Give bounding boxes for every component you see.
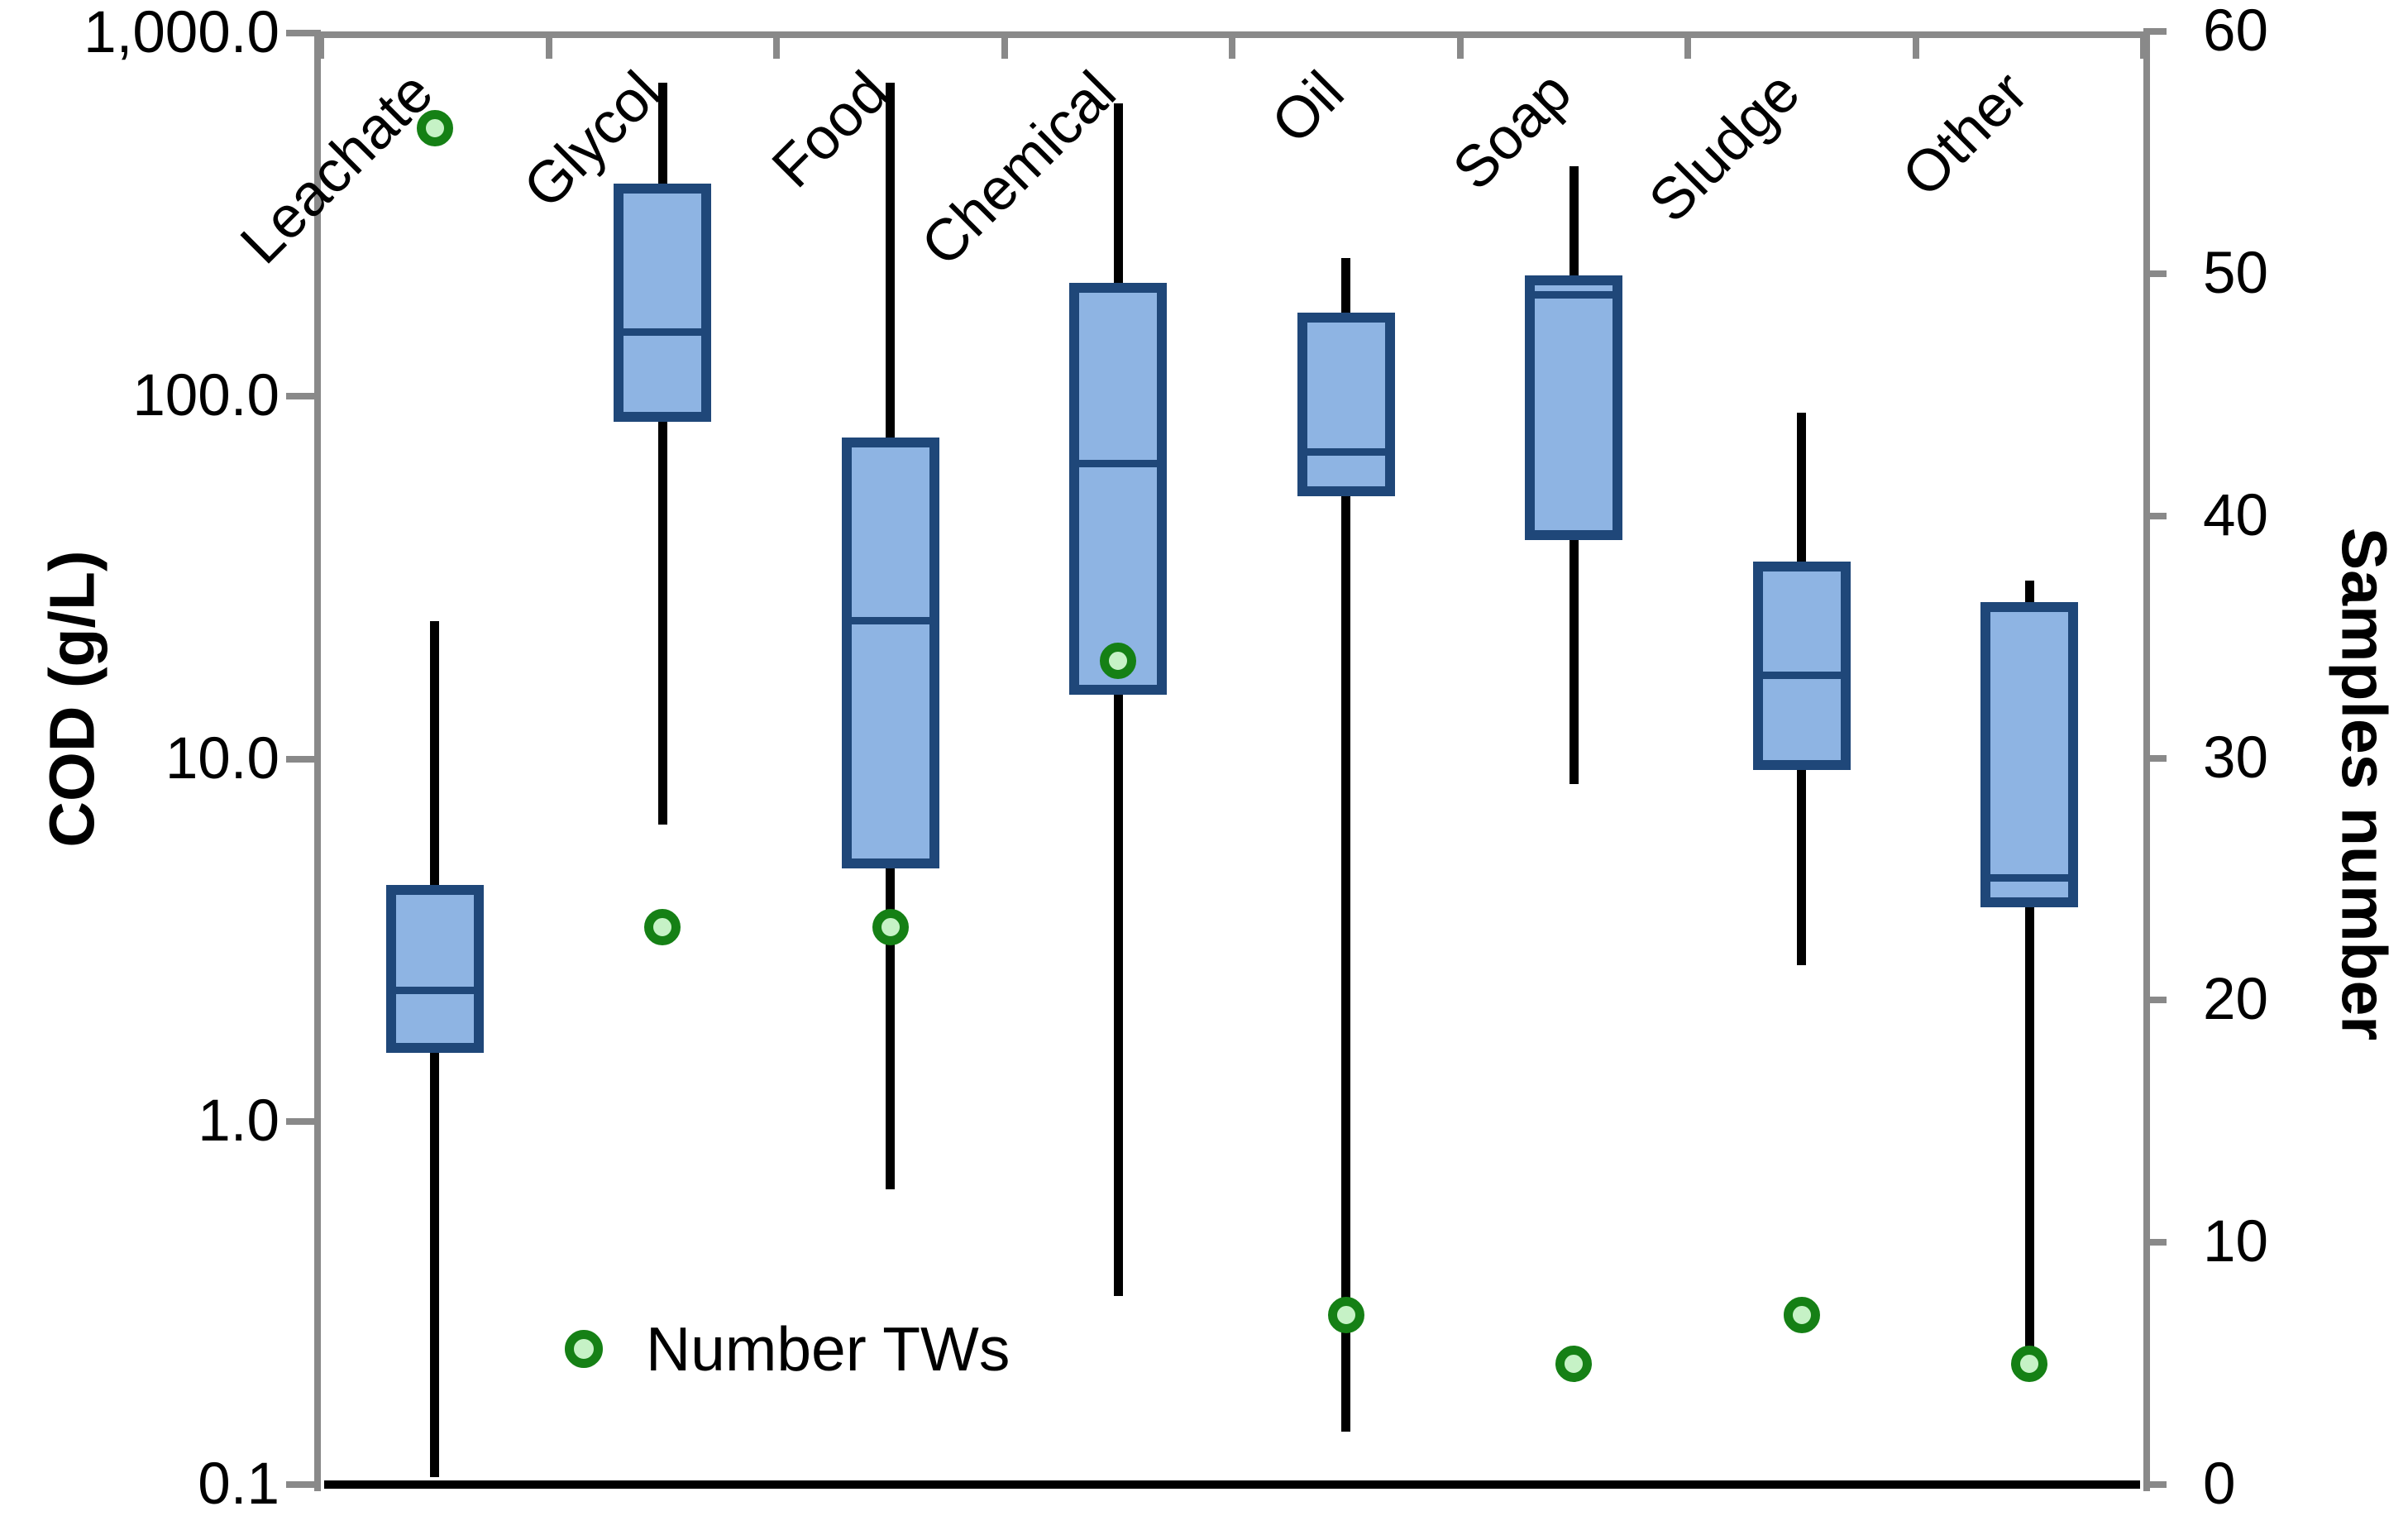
left-axis-tick <box>286 392 321 399</box>
right-axis-tick-label: 50 <box>2203 240 2268 306</box>
box-soap <box>1525 275 1623 541</box>
left-axis-tick-label: 10.0 <box>165 725 280 791</box>
top-axis-tick <box>1001 31 1008 59</box>
whisker-other <box>2024 580 2034 1361</box>
right-axis-line <box>2143 31 2150 1491</box>
top-axis-tick <box>1229 31 1235 59</box>
left-axis-title: COD (g/L) <box>36 550 108 848</box>
median-soap <box>1535 290 1613 299</box>
whisker-glycol <box>657 82 667 825</box>
left-axis-tick <box>286 755 321 763</box>
left-axis-tick-label: 1,000.0 <box>84 0 280 65</box>
top-axis-tick <box>318 31 324 59</box>
right-axis-tick-label: 10 <box>2203 1209 2268 1275</box>
top-axis-tick <box>1912 31 1919 59</box>
median-leachate <box>395 987 474 995</box>
whisker-oil <box>1341 257 1351 1432</box>
category-label-other: Other <box>1890 59 2040 210</box>
tws-marker-sludge <box>1783 1297 1820 1334</box>
bottom-axis-line <box>324 1480 2140 1489</box>
box-food <box>841 437 939 868</box>
category-label-chemical: Chemical <box>909 59 1129 279</box>
right-axis-tick <box>2143 512 2167 519</box>
top-axis-tick <box>773 31 780 59</box>
box-chemical <box>1069 282 1168 696</box>
right-axis-tick <box>2143 1239 2167 1246</box>
category-label-soap: Soap <box>1440 59 1584 203</box>
median-food <box>851 617 929 625</box>
tws-marker-leachate <box>416 110 453 147</box>
right-axis-tick <box>2143 270 2167 277</box>
left-axis-tick <box>286 30 321 36</box>
box-leachate <box>385 884 484 1053</box>
right-axis-tick <box>2143 754 2167 762</box>
median-oil <box>1307 448 1385 457</box>
top-axis-tick <box>1456 31 1464 59</box>
right-axis-tick-label: 60 <box>2203 0 2268 64</box>
top-axis-tick <box>2140 31 2147 59</box>
top-axis-tick <box>545 31 552 59</box>
category-label-sludge: Sludge <box>1636 59 1813 235</box>
box-glycol <box>614 183 712 422</box>
category-label-oil: Oil <box>1259 59 1357 156</box>
tws-marker-glycol <box>644 909 681 946</box>
legend-circle-icon <box>565 1330 603 1368</box>
right-axis-tick-label: 30 <box>2203 725 2268 791</box>
tws-marker-chemical <box>1100 643 1137 680</box>
tws-marker-oil <box>1327 1297 1364 1334</box>
left-axis-tick-label: 0.1 <box>198 1451 280 1516</box>
right-axis-tick-label: 40 <box>2203 482 2268 548</box>
box-oil <box>1297 312 1395 496</box>
median-glycol <box>624 328 702 336</box>
median-other <box>1990 873 2069 882</box>
category-label-food: Food <box>760 59 901 201</box>
left-axis-tick-label: 1.0 <box>198 1088 280 1155</box>
tws-marker-soap <box>1555 1345 1593 1382</box>
box-sludge <box>1752 561 1851 771</box>
whisker-chemical <box>1113 103 1123 1297</box>
right-axis-title: Samples number <box>2328 527 2400 1041</box>
right-axis-tick-label: 0 <box>2203 1451 2236 1516</box>
left-axis-tick-label: 100.0 <box>132 362 280 428</box>
box-other <box>1980 602 2079 907</box>
median-chemical <box>1079 460 1158 468</box>
left-axis-tick <box>286 1118 321 1126</box>
tws-marker-food <box>872 909 909 946</box>
top-axis-tick <box>1684 31 1691 59</box>
tws-marker-other <box>2011 1345 2048 1382</box>
right-axis-tick <box>2143 28 2167 35</box>
legend: Number TWs <box>565 1313 1010 1384</box>
right-axis-tick <box>2143 1481 2167 1488</box>
category-label-leachate: Leachate <box>227 59 446 277</box>
legend-label: Number TWs <box>646 1314 1010 1384</box>
right-axis-tick-label: 20 <box>2203 967 2268 1033</box>
right-axis-tick <box>2143 997 2167 1004</box>
left-axis-tick <box>286 1481 321 1488</box>
median-sludge <box>1762 671 1841 679</box>
